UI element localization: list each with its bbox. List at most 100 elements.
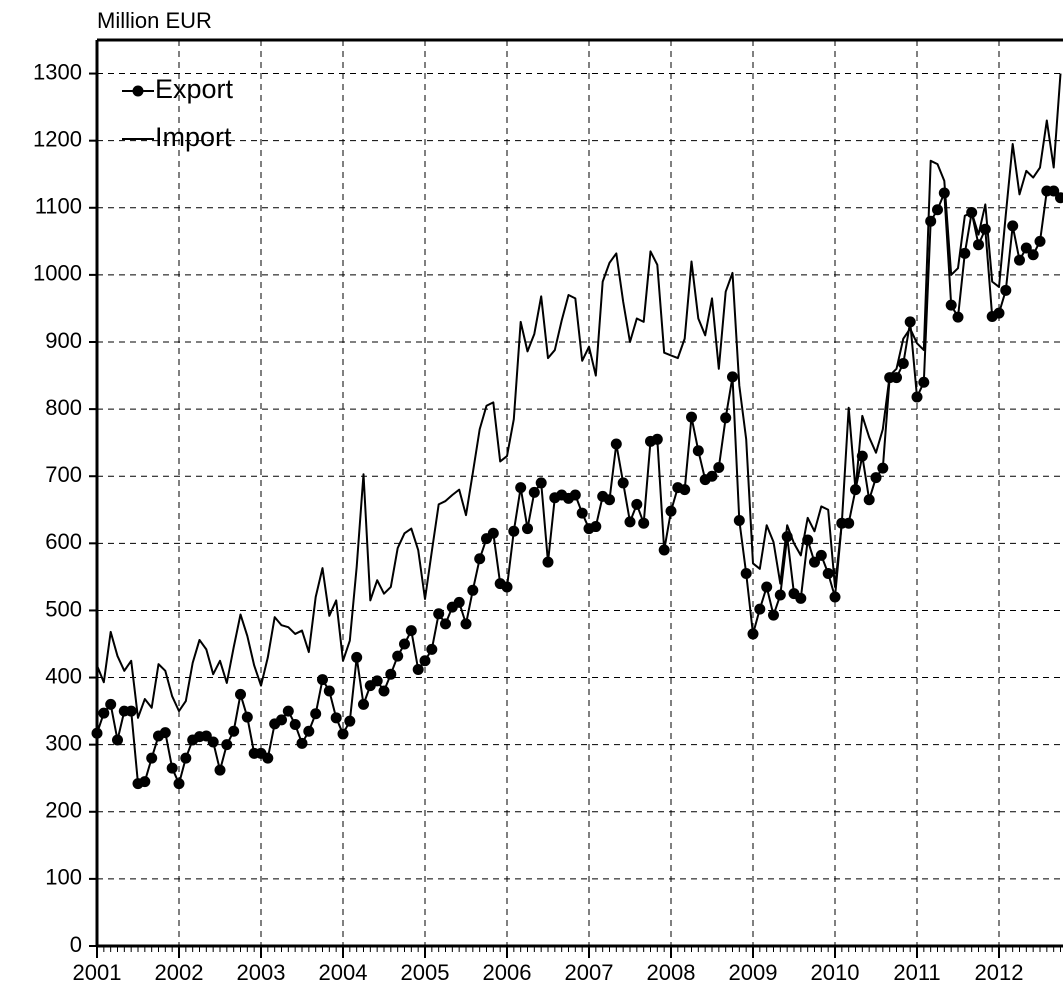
data-point [412,664,424,676]
data-point [795,592,807,604]
data-point [426,643,438,655]
series-line [96,73,1062,719]
data-point [139,776,151,788]
data-point [1027,249,1039,261]
data-point [98,707,110,719]
data-point [918,376,930,388]
x-tick-label: 2005 [401,960,450,985]
data-point [180,752,192,764]
y-tick-label: 700 [45,462,82,487]
data-point [474,553,486,565]
data-point [740,568,752,580]
data-point [870,472,882,484]
data-point [1048,185,1060,197]
data-point [528,486,540,498]
data-point [392,650,404,662]
data-point [508,525,520,537]
x-tick-label: 2007 [565,960,614,985]
y-tick-label: 800 [45,395,82,420]
data-point [1000,284,1012,296]
data-point [399,638,410,650]
data-point [371,675,383,687]
data-point [768,609,779,621]
legend-marker [132,85,144,97]
legend-label: Export [155,74,234,104]
data-point [692,445,704,457]
data-point [125,705,137,717]
data-point [576,507,588,519]
data-point [289,719,301,731]
data-point [385,668,397,680]
data-point [542,556,554,568]
y-tick-label: 900 [45,328,82,353]
data-point [843,517,855,529]
data-point [337,728,349,740]
data-point [262,752,274,764]
data-point [166,762,178,774]
data-point [665,505,677,517]
data-point [405,625,417,637]
data-point [501,581,513,593]
data-point [515,482,527,494]
data-point [932,204,943,216]
x-tick-label: 2001 [73,960,122,985]
data-point [774,589,786,601]
data-point [351,651,363,663]
data-point [815,549,827,561]
data-point [631,498,643,510]
data-point [207,736,219,748]
data-point [706,470,718,482]
data-point [651,433,663,445]
data-point [925,215,937,227]
x-tick-label: 2009 [729,960,778,985]
x-tick-label: 2008 [647,960,696,985]
x-tick-label: 2002 [155,960,204,985]
data-point [323,685,335,697]
data-point [638,517,650,529]
data-point [747,628,759,640]
data-point [228,725,240,737]
x-tick-label: 2012 [975,960,1024,985]
data-point [1055,192,1063,204]
y-tick-label: 1300 [33,59,82,84]
data-point [296,737,308,749]
x-tick-label: 2003 [237,960,286,985]
data-point [679,484,691,496]
data-point [282,705,294,717]
data-point [952,311,964,323]
data-point [761,581,773,593]
y-tick-label: 600 [45,529,82,554]
x-tick-label: 2004 [319,960,368,985]
y-tick-label: 0 [70,932,82,957]
data-point [310,708,322,720]
data-point [569,489,581,501]
data-point [877,462,889,474]
data-point [467,584,479,596]
data-point [658,544,670,556]
data-point [535,477,547,489]
data-point [146,752,158,764]
y-axis-label: Million EUR [97,8,212,33]
y-tick-label: 500 [45,596,82,621]
legend-label: Import [155,122,232,152]
y-tick-label: 1200 [33,126,82,151]
x-tick-label: 2011 [893,960,940,985]
data-point [112,734,123,746]
y-tick-label: 400 [45,663,82,688]
data-point [911,391,923,403]
data-point [713,461,725,473]
data-point [235,688,246,700]
data-point [241,711,253,723]
data-point [829,591,841,603]
data-point [610,438,622,450]
data-point [303,725,315,737]
data-point [344,715,356,727]
data-point [945,299,957,311]
data-point [863,494,875,506]
data-point [733,515,745,527]
data-point [822,568,834,580]
x-tick-label: 2010 [811,960,860,985]
data-point [590,521,602,533]
data-point [624,516,636,528]
